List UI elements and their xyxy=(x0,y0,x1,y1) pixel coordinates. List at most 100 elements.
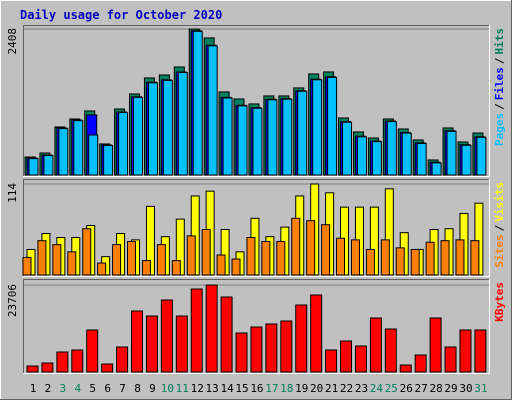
bar xyxy=(365,248,375,276)
bar xyxy=(261,240,271,276)
bar xyxy=(186,235,196,276)
bar xyxy=(384,328,397,373)
bar xyxy=(216,254,226,276)
bar xyxy=(369,317,382,373)
bar xyxy=(410,248,420,276)
bar xyxy=(297,90,308,176)
bar xyxy=(425,241,435,276)
bar xyxy=(162,79,173,176)
bar xyxy=(97,262,107,276)
bar xyxy=(306,220,316,276)
x-tick-label: 26 xyxy=(400,382,413,395)
bar xyxy=(295,304,308,373)
x-tick-label: 14 xyxy=(220,382,234,395)
bar xyxy=(133,96,144,176)
bar xyxy=(312,79,323,176)
bar xyxy=(246,236,256,276)
bar xyxy=(201,229,211,276)
x-tick-label: 9 xyxy=(149,382,156,395)
bar xyxy=(101,363,114,373)
legend-entry: Hits xyxy=(493,28,506,55)
bar xyxy=(82,228,92,276)
x-tick-label: 6 xyxy=(104,382,111,395)
x-tick-label: 13 xyxy=(206,382,219,395)
bar xyxy=(231,258,241,276)
bar xyxy=(112,244,122,276)
bar xyxy=(67,251,77,276)
bar xyxy=(28,158,39,176)
bar xyxy=(207,45,218,176)
legend-entry: Pages xyxy=(493,113,506,146)
bar xyxy=(455,239,465,276)
x-tick-label: 27 xyxy=(415,382,428,395)
bar xyxy=(461,144,472,176)
bar xyxy=(416,142,427,176)
bar xyxy=(401,132,412,176)
x-tick-label: 11 xyxy=(176,382,189,395)
bar xyxy=(177,72,188,176)
bar xyxy=(267,99,278,176)
bar xyxy=(265,323,278,373)
bar xyxy=(103,145,114,176)
bar xyxy=(171,260,181,276)
bar xyxy=(58,128,69,176)
x-tick-label: 1 xyxy=(30,382,37,395)
bar xyxy=(429,317,442,373)
x-tick-label: 10 xyxy=(161,382,174,395)
bar xyxy=(175,315,188,373)
bar xyxy=(280,320,293,373)
bar xyxy=(325,349,338,373)
bar xyxy=(37,240,47,276)
bar xyxy=(327,76,338,176)
bar xyxy=(474,329,487,373)
legend-separator: / xyxy=(493,224,506,231)
bar xyxy=(88,134,99,176)
x-tick-label: 23 xyxy=(355,382,368,395)
bar xyxy=(235,332,248,373)
bar xyxy=(395,247,405,276)
bar xyxy=(147,82,158,176)
bar xyxy=(145,315,158,373)
bar xyxy=(399,364,412,373)
bar xyxy=(131,310,144,373)
legend-entry: Files xyxy=(493,67,506,100)
bar xyxy=(336,237,346,276)
bar xyxy=(459,329,472,373)
bar xyxy=(141,260,151,276)
bar xyxy=(220,296,233,373)
bar xyxy=(446,130,457,176)
bar xyxy=(444,346,457,373)
bar xyxy=(118,112,129,176)
bar xyxy=(22,256,32,276)
bar xyxy=(470,240,480,276)
bar xyxy=(73,120,84,176)
x-tick-label: 16 xyxy=(250,382,263,395)
bar xyxy=(52,244,62,276)
legend-separator: / xyxy=(493,57,506,64)
bar xyxy=(291,217,301,276)
x-tick-label: 7 xyxy=(119,382,126,395)
bar xyxy=(160,299,173,373)
x-tick-label: 21 xyxy=(325,382,338,395)
bar xyxy=(86,329,99,373)
x-tick-label: 5 xyxy=(89,382,96,395)
bar xyxy=(71,349,84,373)
bar xyxy=(340,340,353,373)
y-tick-label: 114 xyxy=(6,183,19,203)
legend: Sites / Visits xyxy=(493,182,506,268)
bar xyxy=(56,351,69,373)
chart-title: Daily usage for October 2020 xyxy=(20,8,222,22)
y-tick-label: 23706 xyxy=(6,284,19,317)
bar xyxy=(252,107,263,176)
legend-entry: Sites xyxy=(493,234,506,267)
bar xyxy=(386,121,397,176)
bar xyxy=(276,240,286,276)
x-tick-label: 17 xyxy=(265,382,278,395)
x-tick-label: 22 xyxy=(340,382,353,395)
bar xyxy=(380,239,390,276)
x-tick-label: 8 xyxy=(134,382,141,395)
x-tick-label: 30 xyxy=(459,382,472,395)
x-tick-label: 4 xyxy=(74,382,81,395)
legend: Pages / Files / Hits xyxy=(493,28,506,146)
x-tick-label: 18 xyxy=(280,382,293,395)
